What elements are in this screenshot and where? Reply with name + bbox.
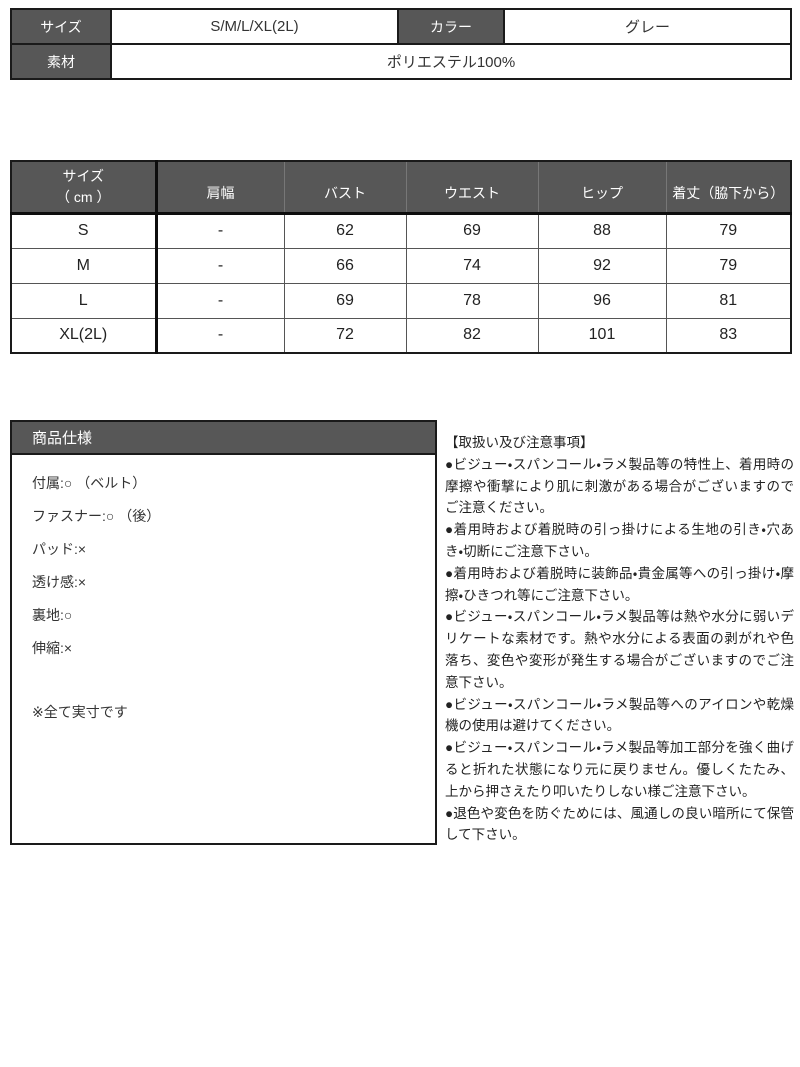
spec-note-actual-size: ※全て実寸です [32, 704, 128, 720]
cell-waist: 78 [405, 282, 539, 319]
handling-note-item: ●ビジュー・スパンコール・ラメ製品等の特性上、着用時の摩擦や衝撃により肌に刺激が… [445, 456, 794, 516]
handling-note-item: ●ビジュー・スパンコール・ラメ製品等は熱や水分に弱いデリケートな素材です。熱や水… [445, 609, 794, 690]
cell-waist: 74 [405, 247, 539, 284]
size-row-xl: XL(2L) - 72 82 101 83 [10, 317, 792, 354]
size-row-l: L - 69 78 96 81 [10, 282, 792, 319]
info-row-material: 素材 ポリエステル100% [10, 43, 792, 80]
cell-waist: 82 [405, 317, 539, 354]
color-value-cell: グレー [503, 8, 792, 45]
color-label-cell: カラー [397, 8, 505, 45]
cell-bust: 66 [283, 247, 407, 284]
size-chart-section: サイズ （ cm ） 肩幅 バスト ウエスト ヒップ 着丈（脇下から） S - … [10, 160, 792, 354]
product-info-table: サイズ S/M/L/XL(2L) カラー グレー 素材 ポリエステル100% [10, 8, 792, 80]
cell-waist: 69 [405, 212, 539, 249]
spec-item-sheerness: 透け感:× [32, 574, 87, 590]
handling-note-item: ●退色や変色を防ぐためには、風通しの良い暗所にて保管して下さい。 [445, 805, 794, 843]
handling-note-item: ●ビジュー・スパンコール・ラメ製品等加工部分を強く曲げると折れた状態になり元に戻… [445, 740, 794, 799]
spec-item-pad: パッド:× [32, 541, 87, 557]
cell-bust: 69 [283, 282, 407, 319]
header-size-cm: サイズ （ cm ） [10, 160, 158, 215]
cell-hip: 101 [537, 317, 667, 354]
product-info-section: サイズ S/M/L/XL(2L) カラー グレー 素材 ポリエステル100% [10, 8, 792, 80]
cell-length: 81 [665, 282, 792, 319]
cell-hip: 96 [537, 282, 667, 319]
info-row-size-color: サイズ S/M/L/XL(2L) カラー グレー [10, 8, 792, 45]
spec-item-stretch: 伸縮:× [32, 640, 73, 656]
handling-note-item: ●着用時および着脱時の引っ掛けによる生地の引き・穴あき・切断にご注意下さい。 [445, 522, 794, 559]
handling-note-item: ●ビジュー・スパンコール・ラメ製品等へのアイロンや乾燥機の使用は避けてください。 [445, 696, 794, 734]
header-shoulder: 肩幅 [155, 160, 285, 215]
spec-item-lining: 裏地:○ [32, 607, 73, 623]
size-label-cell: サイズ [10, 8, 112, 45]
header-length: 着丈（脇下から） [665, 160, 792, 215]
cell-bust: 72 [283, 317, 407, 354]
size-value-cell: S/M/L/XL(2L) [110, 8, 399, 45]
cell-size: XL(2L) [10, 317, 158, 354]
cell-shoulder: - [155, 212, 285, 249]
cell-bust: 62 [283, 212, 407, 249]
cell-size: L [10, 282, 158, 319]
cell-size: M [10, 247, 158, 284]
size-chart-table: サイズ （ cm ） 肩幅 バスト ウエスト ヒップ 着丈（脇下から） S - … [10, 160, 792, 354]
cell-length: 79 [665, 247, 792, 284]
header-size-line2: （ cm ） [56, 188, 111, 205]
cell-shoulder: - [155, 282, 285, 319]
header-size-line1: サイズ [62, 167, 105, 184]
material-value-cell: ポリエステル100% [110, 43, 792, 80]
handling-note-item: ●着用時および着脱時に装飾品・貴金属等への引っ掛け・摩擦・ひきつれ等にご注意下さ… [445, 565, 794, 603]
handling-notes: 【取扱い及び注意事項】 ●ビジュー・スパンコール・ラメ製品等の特性上、着用時の摩… [445, 420, 794, 846]
cell-hip: 92 [537, 247, 667, 284]
header-bust: バスト [283, 160, 407, 215]
cell-shoulder: - [155, 247, 285, 284]
size-row-m: M - 66 74 92 79 [10, 247, 792, 284]
spec-box-title: 商品仕様 [12, 422, 435, 455]
spec-item-accessory: 付属:○ （ベルト） [32, 475, 147, 491]
cell-hip: 88 [537, 212, 667, 249]
header-waist: ウエスト [405, 160, 539, 215]
material-label-cell: 素材 [10, 43, 112, 80]
handling-notes-title: 【取扱い及び注意事項】 [445, 435, 594, 450]
cell-length: 83 [665, 317, 792, 354]
size-row-s: S - 62 69 88 79 [10, 212, 792, 249]
spec-box-body: 付属:○ （ベルト） ファスナー:○ （後） パッド:× 透け感:× 裏地:○ … [12, 455, 435, 741]
size-chart-header-row: サイズ （ cm ） 肩幅 バスト ウエスト ヒップ 着丈（脇下から） [10, 160, 792, 215]
cell-length: 79 [665, 212, 792, 249]
header-hip: ヒップ [537, 160, 667, 215]
cell-shoulder: - [155, 317, 285, 354]
product-spec-box: 商品仕様 付属:○ （ベルト） ファスナー:○ （後） パッド:× 透け感:× … [10, 420, 437, 845]
bottom-section: 商品仕様 付属:○ （ベルト） ファスナー:○ （後） パッド:× 透け感:× … [10, 420, 794, 846]
spec-item-fastener: ファスナー:○ （後） [32, 508, 161, 524]
cell-size: S [10, 212, 158, 249]
